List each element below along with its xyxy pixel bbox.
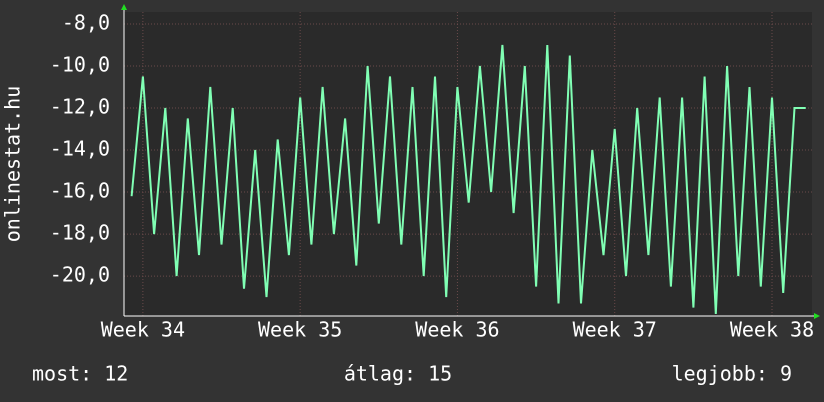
x-tick-label: Week 35 [258,318,342,342]
y-axis-arrow [121,4,127,10]
x-tick-label: Week 37 [573,318,657,342]
x-tick-label: Week 38 [730,318,814,342]
x-axis-arrow [814,313,820,319]
stat-average: átlag: 15 [344,362,452,386]
y-tick-label: -18,0 [50,221,110,245]
y-tick-label: -16,0 [50,179,110,203]
stat-current: most: 12 [32,362,128,386]
y-tick-label: -12,0 [50,95,110,119]
data-line [130,44,806,314]
x-tick-label: Week 36 [415,318,499,342]
y-tick-label: -20,0 [50,263,110,287]
y-tick-label: -14,0 [50,137,110,161]
y-tick-label: -8,0 [62,10,110,34]
y-axis-label: onlinestat.hu [1,86,25,243]
y-tick-label: -10,0 [50,52,110,76]
x-tick-label: Week 34 [101,318,185,342]
stat-best: legjobb: 9 [672,362,792,386]
plot-area [124,12,812,316]
